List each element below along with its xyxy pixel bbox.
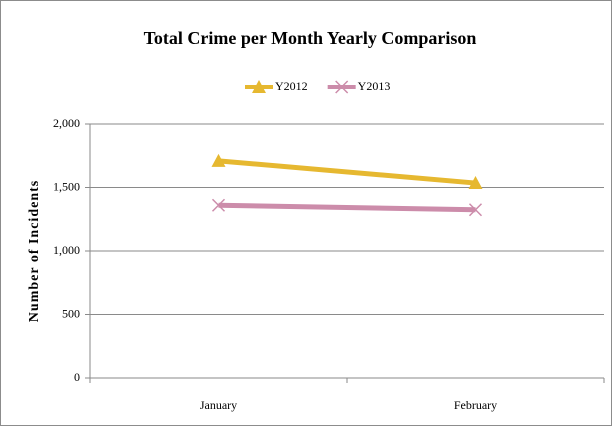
- x-tick-label: February: [454, 398, 497, 412]
- series-line: [218, 202, 476, 213]
- legend-label: Y2013: [358, 79, 391, 93]
- point-marker: [211, 153, 226, 167]
- point-marker: [211, 198, 226, 212]
- point-marker: [468, 176, 483, 190]
- y-tick-label: 500: [62, 306, 80, 320]
- y-tick-label: 2,000: [53, 116, 80, 130]
- y-tick-label: 0: [74, 370, 80, 384]
- series-line: [218, 158, 476, 186]
- point-marker: [468, 203, 483, 217]
- y-axis-label: Number of Incidents: [27, 180, 42, 322]
- legend-marker: [335, 80, 349, 94]
- legend-label: Y2012: [275, 79, 308, 93]
- x-tick-label: January: [200, 398, 237, 412]
- legend-marker: [252, 80, 266, 93]
- chart-title: Total Crime per Month Yearly Comparison: [144, 28, 477, 48]
- y-tick-label: 1,500: [53, 179, 80, 193]
- y-tick-label: 1,000: [53, 243, 80, 257]
